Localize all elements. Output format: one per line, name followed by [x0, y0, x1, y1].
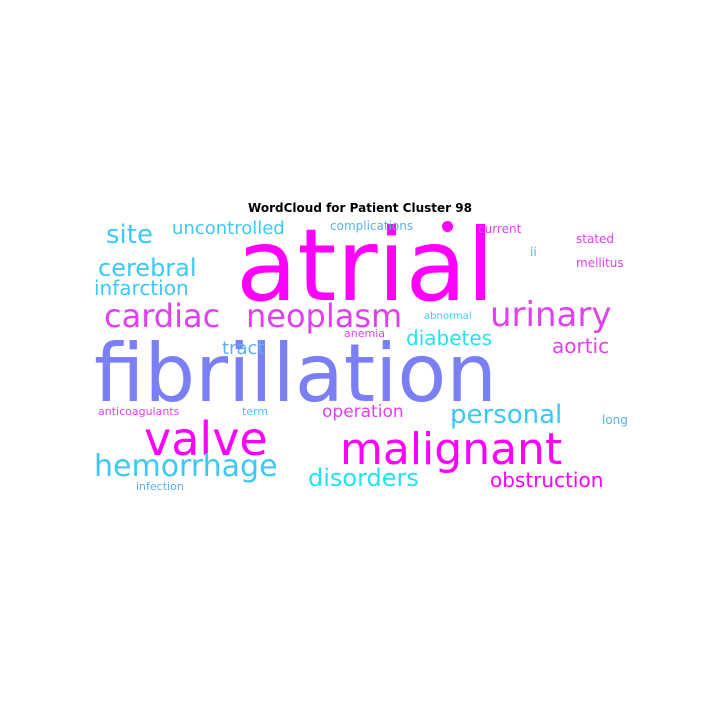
- word-operation: operation: [322, 402, 404, 422]
- word-cardiac: cardiac: [104, 297, 221, 335]
- decorative-dot: [442, 221, 453, 232]
- word-aortic: aortic: [552, 334, 610, 358]
- word-atrial: atrial: [236, 207, 495, 324]
- word-obstruction: obstruction: [490, 468, 604, 492]
- word-hemorrhage: hemorrhage: [94, 449, 278, 484]
- word-long: long: [602, 413, 628, 427]
- word-anemia: anemia: [344, 327, 385, 340]
- word-complications: complications: [330, 219, 414, 233]
- word-term: term: [242, 405, 269, 418]
- word-tract: tract: [222, 338, 265, 359]
- word-cerebral: cerebral: [98, 254, 197, 282]
- word-valve: valve: [144, 412, 268, 466]
- word-malignant: malignant: [340, 424, 563, 475]
- word-abnormal: abnormal: [424, 311, 472, 322]
- word-current: current: [478, 222, 522, 236]
- word-urinary: urinary: [490, 295, 612, 335]
- word-uncontrolled: uncontrolled: [172, 218, 285, 239]
- word-disorders: disorders: [308, 464, 419, 492]
- word-ii: ii: [530, 245, 537, 259]
- word-infection: infection: [136, 480, 184, 493]
- word-site: site: [106, 220, 153, 250]
- word-diabetes: diabetes: [406, 326, 493, 350]
- word-anticoagulants: anticoagulants: [98, 405, 180, 418]
- word-mellitus: mellitus: [576, 256, 624, 270]
- word-infarction: infarction: [94, 276, 189, 300]
- wordcloud: atrial fibrillation valve malignant neoplasm…: [94, 216, 646, 498]
- word-neoplasm: neoplasm: [246, 297, 403, 335]
- word-fibrillation: fibrillation: [94, 327, 498, 420]
- word-personal: personal: [450, 400, 563, 430]
- figure-title: WordCloud for Patient Cluster 98: [248, 201, 472, 215]
- word-stated: stated: [576, 232, 615, 246]
